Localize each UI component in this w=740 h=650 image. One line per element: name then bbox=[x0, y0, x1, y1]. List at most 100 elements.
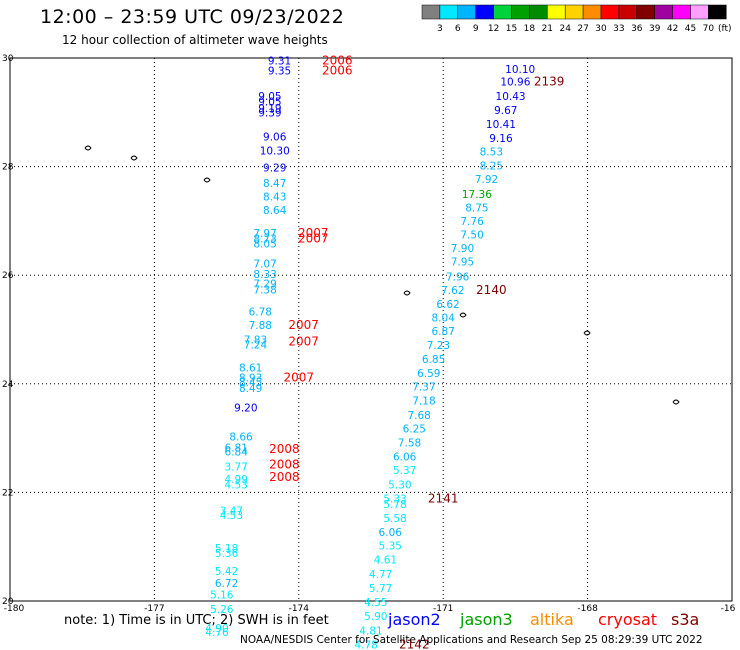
wave-height-point: 6.84 bbox=[225, 447, 249, 459]
wave-height-point: 7.76 bbox=[460, 216, 484, 228]
scale-swatch bbox=[547, 4, 566, 20]
satellite-label-jason3: jason3 bbox=[460, 610, 513, 629]
scale-swatch bbox=[475, 4, 494, 20]
chart-subtitle: 12 hour collection of altimeter wave hei… bbox=[62, 33, 328, 47]
scale-tick-label: 21 bbox=[542, 24, 553, 34]
y-tick-label: 28 bbox=[2, 163, 14, 173]
wave-height-point: 4.99 bbox=[225, 474, 248, 486]
wave-height-point: 7.90 bbox=[451, 243, 474, 255]
wave-height-point: 4.53 bbox=[225, 479, 248, 491]
wave-height-point: 10.30 bbox=[260, 145, 290, 157]
pass-time-label: 2140 bbox=[476, 283, 507, 297]
wave-height-point: 5.58 bbox=[383, 513, 406, 525]
wave-height-point: 7.92 bbox=[475, 174, 498, 186]
scale-tick-label: 6 bbox=[455, 24, 461, 34]
wave-height-point: 8.61 bbox=[239, 363, 262, 375]
wave-height-point: 9.19 bbox=[258, 103, 281, 115]
wave-height-point: 6.62 bbox=[436, 299, 459, 311]
y-tick-label: 22 bbox=[2, 488, 13, 498]
scale-swatch bbox=[582, 4, 602, 20]
chart-title: 12:00 – 23:59 UTC 09/23/2022 bbox=[40, 6, 345, 28]
scale-tick-label: 18 bbox=[524, 24, 536, 34]
pass-time-label: 2007 bbox=[298, 226, 329, 240]
wave-height-point: 7.83 bbox=[244, 334, 267, 346]
wave-height-point: 6.06 bbox=[393, 452, 417, 464]
satellite-label-s3a: s3a bbox=[671, 610, 700, 629]
scale-tick-label: 9 bbox=[473, 24, 479, 34]
plot-frame bbox=[9, 57, 733, 602]
scale-tick-label: 24 bbox=[559, 24, 571, 34]
scale-tick-label: 12 bbox=[488, 24, 499, 34]
island-outline bbox=[459, 312, 467, 318]
scale-swatch bbox=[708, 4, 727, 20]
wave-height-point: 8.53 bbox=[480, 146, 503, 158]
scale-swatch bbox=[618, 4, 638, 20]
wave-height-point: 4.78 bbox=[354, 639, 377, 650]
scale-swatch bbox=[511, 4, 530, 20]
scale-swatch bbox=[439, 4, 459, 20]
wave-height-point: 9.31 bbox=[268, 56, 291, 68]
wave-height-point: 4.55 bbox=[364, 597, 387, 609]
wave-height-point: 6.85 bbox=[422, 354, 445, 366]
island-outline bbox=[203, 177, 211, 183]
wave-height-point: 10.96 bbox=[500, 76, 530, 88]
wave-height-point: 5.26 bbox=[210, 604, 234, 616]
footer-note: note: 1) Time is in UTC; 2) SWH is in fe… bbox=[64, 613, 329, 628]
wave-height-point: 8.75 bbox=[465, 202, 488, 214]
wave-height-point: 9.05 bbox=[258, 91, 281, 103]
wave-height-point: 6.06 bbox=[379, 527, 403, 539]
wave-height-point: 6.25 bbox=[403, 423, 426, 435]
scale-tick-label: 27 bbox=[577, 24, 588, 34]
pass-time-label: 2007 bbox=[298, 231, 329, 245]
wave-height-point: 9.35 bbox=[268, 65, 291, 77]
scale-swatch bbox=[690, 4, 709, 20]
scale-swatch bbox=[654, 4, 673, 20]
y-tick-label: 30 bbox=[2, 54, 14, 64]
wave-height-point: 7.23 bbox=[427, 340, 450, 352]
credit-line: NOAA/NESDIS Center for Satellite Applica… bbox=[240, 634, 703, 646]
wave-height-point: 5.90 bbox=[364, 611, 387, 623]
wave-height-point: 17.36 bbox=[462, 189, 492, 201]
wave-height-point: 6.78 bbox=[249, 307, 272, 319]
wave-height-point: 3.47 bbox=[220, 505, 243, 517]
wave-height-point: 7.50 bbox=[460, 229, 483, 241]
island-outline bbox=[583, 330, 591, 336]
scale-unit-label: (ft) bbox=[718, 24, 732, 34]
wave-height-point: 4.61 bbox=[374, 555, 397, 567]
pass-time-label: 2006 bbox=[322, 63, 353, 77]
wave-height-point: 7.29 bbox=[253, 278, 276, 290]
wave-height-point: 7.38 bbox=[253, 284, 276, 296]
wave-height-point: 8.25 bbox=[480, 161, 503, 173]
pass-time-label: 2008 bbox=[269, 470, 300, 484]
wave-height-point: 8.64 bbox=[263, 205, 287, 217]
wave-height-point: 6.81 bbox=[225, 442, 248, 454]
wave-height-point: 7.95 bbox=[451, 257, 474, 269]
wave-height-point: 9.29 bbox=[263, 163, 286, 175]
satellite-label-altika: altika bbox=[530, 610, 574, 629]
scale-swatch bbox=[636, 4, 655, 20]
wave-height-point: 6.87 bbox=[432, 326, 455, 338]
wave-height-point: 5.37 bbox=[393, 465, 416, 477]
scale-swatch bbox=[493, 4, 512, 20]
island-outline bbox=[130, 155, 138, 161]
pass-time-label: 2142 bbox=[399, 637, 430, 650]
scale-swatch bbox=[421, 4, 441, 20]
wave-height-point: 5.36 bbox=[215, 548, 239, 560]
pass-time-label: 2007 bbox=[284, 370, 315, 384]
pass-time-label: 2139 bbox=[534, 74, 565, 88]
wave-height-point: 8.05 bbox=[253, 239, 276, 251]
pass-time-label: 2008 bbox=[269, 442, 300, 456]
wave-height-point: 7.88 bbox=[249, 320, 272, 332]
wave-height-point: 4.90 bbox=[205, 623, 228, 635]
wave-height-point: 10.41 bbox=[486, 119, 516, 131]
wave-height-point: 7.68 bbox=[407, 410, 430, 422]
wave-height-point: 5.30 bbox=[388, 479, 411, 491]
wave-height-point: 5.42 bbox=[215, 566, 238, 578]
wave-height-point: 9.06 bbox=[263, 132, 287, 144]
wave-height-point: 5.77 bbox=[369, 583, 392, 595]
scale-tick-label: 15 bbox=[506, 24, 517, 34]
pass-time-label: 2006 bbox=[322, 54, 353, 68]
scale-swatch bbox=[600, 4, 620, 20]
satellite-label-jason2: jason2 bbox=[388, 610, 441, 629]
island-outline bbox=[403, 290, 411, 296]
